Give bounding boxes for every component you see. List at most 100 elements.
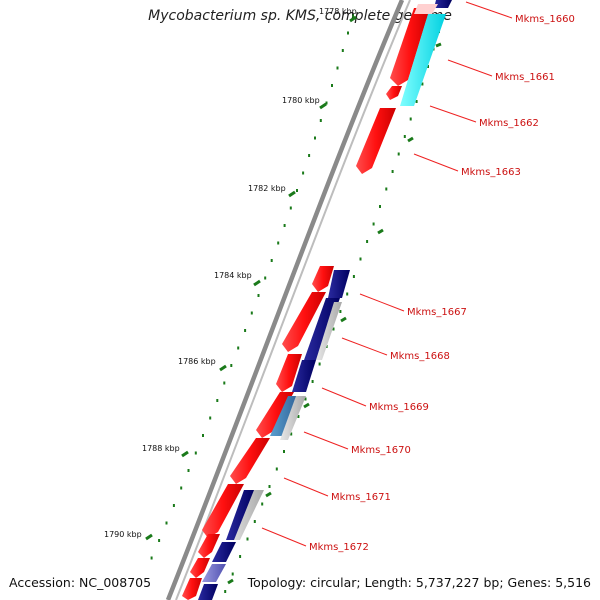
minor-tick-dot: [239, 555, 242, 558]
callout-line: [303, 431, 349, 450]
minor-tick-dot: [318, 362, 321, 366]
tick-label: 1786 kbp: [178, 357, 216, 366]
gene-label: Mkms_1671: [331, 492, 391, 503]
minor-tick-dot: [231, 572, 234, 576]
gene-label: Mkms_1668: [390, 351, 450, 362]
minor-tick-dot: [359, 257, 362, 261]
minor-tick-dot: [165, 521, 168, 525]
minor-tick-dot: [427, 65, 429, 68]
map-title: Mycobacterium sp. KMS, complete genome: [148, 8, 452, 24]
minor-tick-dot: [194, 451, 197, 455]
gene-block-navy: [212, 542, 236, 562]
tick-label: 1782 kbp: [248, 184, 286, 193]
gene-label: Mkms_1669: [369, 402, 429, 413]
minor-tick-dot: [297, 415, 300, 418]
minor-tick-dot: [224, 590, 227, 593]
inner-major-tick: [265, 491, 272, 498]
inner-major-tick: [435, 42, 442, 48]
major-tick: [288, 190, 296, 198]
minor-tick-dot: [216, 399, 219, 402]
minor-tick-dot: [209, 416, 212, 420]
minor-tick-dot: [325, 101, 328, 105]
minor-tick-dot: [246, 537, 249, 541]
backbone-outer: [165, 0, 405, 600]
minor-tick-dot: [385, 187, 388, 191]
major-tick: [349, 15, 357, 23]
minor-tick-dot: [261, 502, 264, 506]
gene-block-navy: [198, 584, 218, 600]
major-tick: [219, 364, 227, 372]
gene-arrow-forward: [386, 86, 402, 100]
major-tick: [145, 533, 153, 541]
callout-line: [447, 59, 493, 77]
gene-arrow-forward: [276, 354, 302, 392]
minor-tick-dot: [332, 327, 335, 331]
minor-tick-dot: [187, 469, 190, 472]
gene-arrow-forward: [356, 108, 396, 174]
tick-label: 1778 kbp: [319, 7, 357, 16]
minor-tick-dot: [304, 397, 307, 401]
minor-tick-dot: [341, 49, 344, 52]
minor-tick-dot: [237, 346, 240, 350]
minor-tick-dot: [336, 66, 339, 70]
minor-tick-dot: [172, 504, 175, 507]
callout-line: [429, 105, 477, 123]
minor-tick-dot: [180, 486, 183, 490]
major-tick: [181, 450, 189, 458]
minor-tick-dot: [339, 310, 342, 313]
gene-block-navy: [434, 0, 452, 8]
gene-arrow-forward: [190, 558, 210, 578]
minor-tick-dot: [202, 434, 204, 437]
minor-tick-dot: [347, 31, 349, 35]
major-ticks: [145, 15, 357, 541]
gene-label: Mkms_1661: [495, 72, 555, 83]
accession-text: Accession: NC_008705: [9, 575, 152, 590]
minor-tick-dot: [331, 84, 333, 87]
callout-line: [283, 477, 329, 497]
minor-tick-dot: [409, 117, 412, 121]
callout-line: [341, 337, 388, 356]
minor-tick-dot: [391, 170, 394, 173]
minor-tick-dot: [403, 135, 406, 138]
minor-tick-dot: [366, 240, 369, 243]
inner-major-tick: [407, 136, 414, 143]
minor-tick-dot: [150, 556, 153, 560]
minor-tick-dot: [257, 294, 260, 297]
genome-summary-text: Topology: circular; Length: 5,737,227 bp…: [247, 575, 591, 590]
gene-block-purple: [202, 564, 226, 582]
gene-label: Mkms_1672: [309, 542, 369, 553]
gene-arrow-forward: [312, 266, 334, 292]
gene-block-gray: [316, 302, 342, 360]
minor-tick-dot: [311, 380, 314, 383]
callout-line: [321, 387, 367, 407]
minor-tick-dot: [379, 205, 381, 208]
minor-tick-dot: [397, 152, 400, 156]
gene-arrow-forward: [282, 292, 326, 352]
reverse-genes: [198, 0, 452, 600]
minor-tick-dot: [289, 206, 292, 210]
inner-major-tick: [303, 402, 310, 409]
minor-tick-dot: [268, 485, 271, 488]
major-tick: [253, 279, 261, 287]
minor-tick-dot: [283, 224, 286, 227]
inner-major-tick: [227, 578, 234, 585]
minor-tick-dot: [308, 154, 311, 157]
minor-tick-dot: [421, 82, 424, 86]
gene-block-navy: [292, 360, 316, 392]
minor-tick-dot: [253, 520, 256, 523]
gene-label: Mkms_1667: [407, 307, 467, 318]
gene-arrow-forward: [202, 484, 244, 538]
minor-tick-dot: [264, 276, 267, 280]
callout-lines: [261, 1, 513, 547]
minor-tick-dot: [283, 450, 285, 453]
minor-tick-dot: [415, 100, 418, 103]
minor-tick-dot: [352, 14, 354, 17]
major-tick: [319, 102, 327, 110]
gene-block-navy: [328, 270, 350, 298]
outer-tick-ring: [150, 14, 354, 560]
callout-line: [261, 527, 307, 547]
gene-label: Mkms_1670: [351, 445, 411, 456]
tick-label: 1790 kbp: [104, 530, 142, 539]
minor-tick-dot: [223, 381, 226, 385]
